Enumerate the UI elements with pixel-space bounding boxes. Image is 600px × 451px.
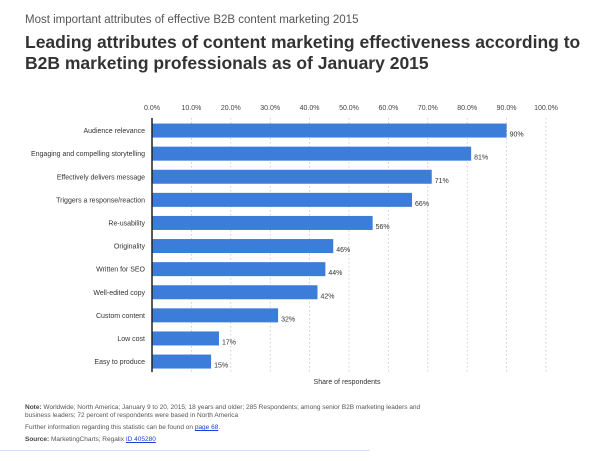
source-label: Source: — [25, 436, 50, 443]
data-label: 56% — [376, 224, 390, 231]
x-tick-label: 10.0% — [181, 105, 201, 112]
data-label: 46% — [336, 247, 350, 254]
category-label: Custom content — [96, 313, 145, 320]
x-tick-label: 50.0% — [339, 105, 359, 112]
x-axis-title: Share of respondents — [314, 379, 381, 386]
bar — [152, 331, 219, 346]
further-text: Further information regarding this stati… — [25, 424, 194, 431]
category-label: Engaging and compelling storytelling — [31, 151, 145, 158]
x-tick-label: 30.0% — [260, 105, 280, 112]
data-label: 71% — [435, 178, 449, 185]
bar — [152, 308, 279, 323]
category-label: Easy to produce — [94, 359, 145, 366]
data-label: 90% — [510, 132, 524, 139]
note: Note: Worldwide; North America; January … — [25, 404, 445, 420]
bar — [152, 215, 373, 230]
bar — [152, 354, 212, 369]
bar — [152, 123, 507, 138]
note-label: Note: — [25, 404, 42, 411]
category-label: Well-edited copy — [93, 290, 145, 297]
data-label: 81% — [474, 155, 488, 162]
category-label: Re-usability — [108, 220, 145, 227]
chart-subtitle: Most important attributes of effective B… — [25, 14, 359, 26]
bar — [152, 262, 326, 277]
category-label: Effectively delivers message — [57, 174, 145, 181]
category-label: Originality — [114, 244, 146, 251]
x-tick-label: 80.0% — [457, 105, 477, 112]
bar — [152, 192, 413, 207]
source-text: MarketingCharts; Regalix — [51, 436, 124, 443]
x-tick-label: 70.0% — [418, 105, 438, 112]
source-id-link[interactable]: ID 405280 — [125, 436, 156, 443]
bar — [152, 146, 472, 161]
x-tick-label: 100.0% — [534, 105, 558, 112]
x-tick-label: 90.0% — [497, 105, 517, 112]
x-tick-label: 20.0% — [221, 105, 241, 112]
page-link[interactable]: page 68 — [194, 424, 219, 431]
x-tick-label: 0.0% — [144, 105, 160, 112]
source: Source: MarketingCharts; Regalix ID 4052… — [25, 436, 445, 444]
category-label: Written for SEO — [96, 267, 145, 274]
data-label: 42% — [320, 293, 334, 300]
category-label: Audience relevance — [84, 128, 146, 135]
x-tick-label: 60.0% — [378, 105, 398, 112]
chart-title: Leading attributes of content marketing … — [25, 32, 581, 73]
data-label: 17% — [222, 339, 236, 346]
data-label: 32% — [281, 316, 295, 323]
bar — [152, 285, 318, 300]
further-info: Further information regarding this stati… — [25, 424, 221, 431]
data-label: 66% — [415, 201, 429, 208]
data-label: 15% — [214, 363, 228, 370]
data-label: 44% — [328, 270, 342, 277]
bar — [152, 239, 334, 254]
note-text: Worldwide; North America; January 9 to 2… — [25, 404, 421, 419]
category-label: Low cost — [117, 336, 145, 343]
category-label: Triggers a response/reaction — [56, 197, 145, 204]
bar — [152, 169, 432, 184]
x-tick-label: 40.0% — [300, 105, 320, 112]
